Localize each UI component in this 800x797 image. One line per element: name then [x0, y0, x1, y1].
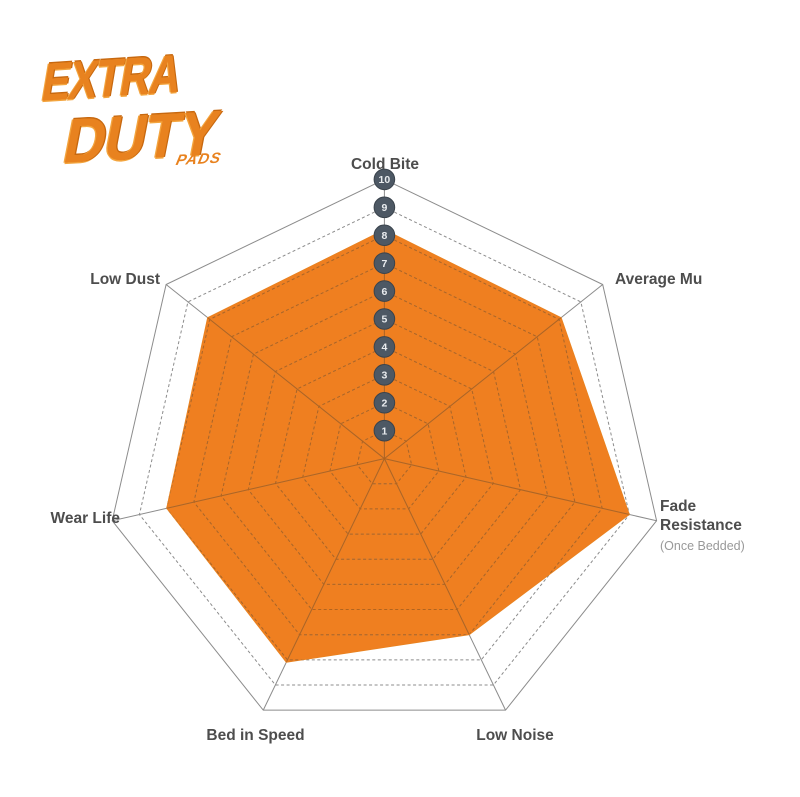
- svg-text:5: 5: [381, 314, 387, 326]
- svg-text:9: 9: [381, 202, 387, 214]
- svg-text:3: 3: [381, 370, 387, 382]
- svg-text:6: 6: [381, 286, 387, 298]
- svg-text:7: 7: [381, 258, 387, 270]
- svg-text:1: 1: [381, 425, 387, 437]
- svg-text:4: 4: [381, 342, 387, 354]
- svg-text:8: 8: [381, 230, 387, 242]
- svg-text:2: 2: [381, 397, 387, 409]
- svg-text:10: 10: [379, 174, 391, 186]
